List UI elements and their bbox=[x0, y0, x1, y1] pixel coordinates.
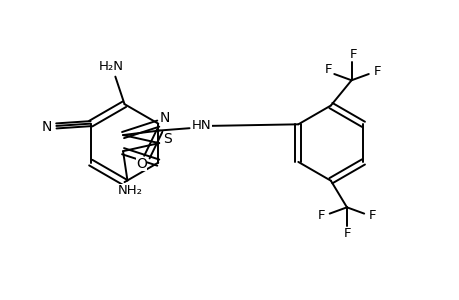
Text: F: F bbox=[368, 209, 375, 222]
Text: N: N bbox=[160, 111, 170, 125]
Text: F: F bbox=[372, 65, 380, 78]
Text: S: S bbox=[163, 131, 172, 146]
Text: HN: HN bbox=[192, 119, 211, 132]
Text: F: F bbox=[325, 63, 332, 76]
Text: N: N bbox=[42, 120, 52, 134]
Text: NH₂: NH₂ bbox=[117, 184, 142, 197]
Text: F: F bbox=[349, 48, 357, 61]
Text: F: F bbox=[317, 209, 325, 222]
Text: H₂N: H₂N bbox=[98, 60, 123, 73]
Text: O: O bbox=[136, 157, 146, 171]
Text: F: F bbox=[343, 227, 351, 240]
